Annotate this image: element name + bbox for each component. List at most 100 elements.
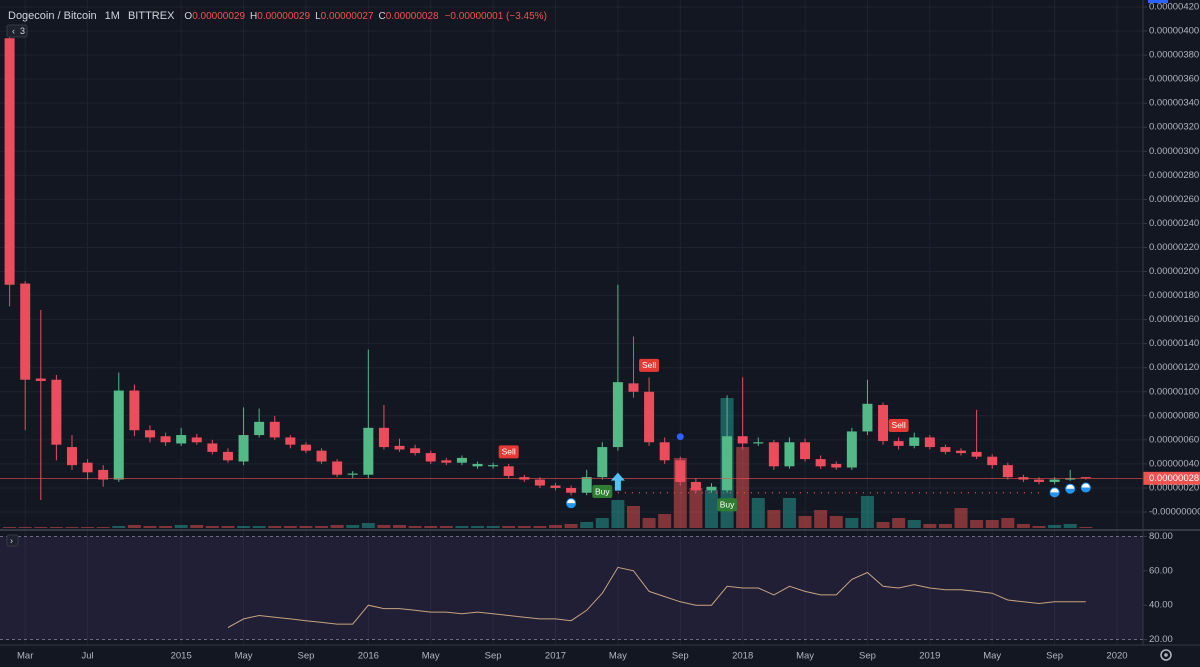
volume-bar [424, 526, 438, 528]
volume-bar [798, 516, 812, 528]
ohlc-value: 0.00000029 [192, 11, 245, 22]
volume-bar [237, 526, 251, 528]
volume-bar [626, 506, 640, 528]
candle-body [332, 461, 343, 475]
candle-body [98, 469, 109, 480]
y-tick-label: 0.00000120 [1149, 362, 1199, 373]
signal-badge [639, 358, 660, 372]
half-circle-fill [1050, 492, 1060, 497]
y-tick-label: 0.00000400 [1149, 26, 1199, 37]
candle-body [285, 437, 296, 445]
candle-body [862, 403, 873, 432]
indicator-band [0, 536, 1143, 640]
x-tick-label: May [796, 651, 814, 662]
y-tick-label: 0.00000380 [1149, 50, 1199, 61]
signal-label: Buy [595, 486, 610, 496]
x-tick-label: May [983, 651, 1001, 662]
volume-bar [268, 526, 282, 528]
volume-bar [923, 524, 937, 528]
y-tick-label: 0.00000180 [1149, 290, 1199, 301]
volume-bar [221, 526, 235, 528]
y-tick-label: 0.00000300 [1149, 146, 1199, 157]
x-tick-label: May [235, 651, 253, 662]
y-tick-label: 0.00000340 [1149, 98, 1199, 109]
candle-body [815, 459, 826, 467]
candle-body [768, 442, 779, 467]
candle-body [737, 436, 748, 444]
signal-badge [498, 445, 519, 459]
y-tick-label: 20.00 [1149, 634, 1173, 645]
ohlc-value: 0.00000027 [321, 11, 374, 22]
interval: 1M [105, 10, 120, 22]
volume-bar [190, 525, 204, 528]
collapse-arrow: ‹ [12, 26, 15, 36]
signal-label: Sell [642, 360, 656, 370]
y-tick-label: 80.00 [1149, 531, 1173, 542]
y-tick-label: 40.00 [1149, 600, 1173, 611]
volume-bar [299, 526, 313, 528]
candle-body [628, 383, 639, 392]
candle-body [753, 442, 764, 444]
y-tick-label: -0.00000000 [1149, 507, 1200, 518]
candle-body [1049, 479, 1060, 482]
y-tick-label: 0.00000040 [1149, 458, 1199, 469]
y-tick-label: 0.00000260 [1149, 194, 1199, 205]
volume-bar [907, 520, 921, 528]
candle-body [488, 465, 499, 467]
x-tick-label: 2017 [545, 651, 566, 662]
candle-layer [0, 31, 1143, 500]
ohlc-label: O [184, 11, 192, 22]
exchange: BITTREX [128, 10, 175, 22]
candle-body [207, 443, 218, 452]
signal-badge [592, 485, 613, 499]
volume-bar [486, 526, 500, 528]
x-tick-label: Sep [672, 651, 689, 662]
settings-button[interactable] [1160, 649, 1172, 661]
candle-body [878, 404, 889, 442]
volume-bar [1048, 525, 1062, 528]
x-tick-label: 2015 [171, 651, 192, 662]
volume-bar [34, 527, 48, 528]
volume-bar [408, 526, 422, 528]
candle-body [316, 450, 327, 462]
candle-body [503, 466, 514, 476]
candle-body [659, 442, 670, 461]
candle-body [300, 444, 311, 451]
volume-bar [1079, 527, 1093, 528]
volume-bar [564, 524, 578, 528]
candle-body [176, 435, 187, 444]
volume-bar [252, 526, 266, 528]
volume-bar [829, 516, 843, 528]
candle-body [597, 447, 608, 478]
volume-bar [1016, 524, 1030, 528]
y-tick-label: 0.00000220 [1149, 242, 1199, 253]
y-tick-label: 0.00000360 [1149, 74, 1199, 85]
volume-bar [96, 527, 110, 528]
x-tick-label: Sep [1046, 651, 1063, 662]
candle-body [4, 38, 15, 285]
candle-body [1034, 479, 1045, 482]
expand-arrow: › [10, 535, 13, 545]
candle-body [1065, 478, 1076, 480]
candle-body [690, 481, 701, 491]
collapse-button[interactable] [6, 24, 28, 38]
volume-bar [876, 522, 890, 528]
y-tick-label: 0.00000200 [1149, 266, 1199, 277]
candle-body [550, 485, 561, 488]
volume-bar [689, 488, 703, 528]
volume-bar [471, 526, 485, 528]
candle-body [800, 442, 811, 460]
candle-body [113, 390, 124, 480]
axes: Mar Jul 2015 May Sep 2016 May Sep 2017 May Sep 2018… [17, 1, 1200, 661]
candle-body [924, 437, 935, 448]
candle-body [222, 451, 233, 461]
volume-bar [330, 525, 344, 528]
x-tick-label: 2016 [358, 651, 379, 662]
volume-bar [283, 526, 297, 528]
candle-body [971, 451, 982, 457]
expand-button[interactable] [6, 534, 19, 547]
half-circle-fill [566, 503, 576, 508]
candle-body [472, 463, 483, 467]
volume-bar [892, 518, 906, 528]
ohlc-label: C [379, 11, 386, 22]
